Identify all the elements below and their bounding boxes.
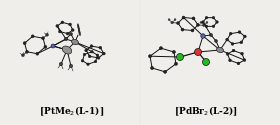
Ellipse shape [226, 52, 229, 55]
Ellipse shape [197, 23, 199, 26]
Ellipse shape [241, 52, 243, 55]
Ellipse shape [228, 59, 231, 62]
Ellipse shape [78, 29, 80, 33]
Ellipse shape [71, 29, 74, 32]
Ellipse shape [91, 50, 93, 53]
Ellipse shape [31, 35, 34, 38]
Ellipse shape [83, 53, 86, 56]
Ellipse shape [240, 41, 243, 44]
Ellipse shape [212, 25, 215, 28]
Ellipse shape [69, 32, 73, 35]
Text: [PtMe$_2$(L-1)]: [PtMe$_2$(L-1)] [39, 104, 104, 118]
Ellipse shape [176, 54, 183, 60]
Ellipse shape [216, 47, 223, 53]
Ellipse shape [176, 22, 179, 25]
Ellipse shape [62, 46, 72, 54]
Ellipse shape [87, 63, 89, 66]
Ellipse shape [159, 47, 162, 50]
Ellipse shape [102, 52, 105, 55]
Ellipse shape [226, 38, 228, 41]
Ellipse shape [66, 32, 69, 35]
Ellipse shape [36, 52, 39, 55]
Ellipse shape [72, 39, 78, 45]
Ellipse shape [59, 62, 63, 66]
Ellipse shape [61, 21, 64, 24]
Ellipse shape [202, 21, 204, 23]
Ellipse shape [79, 32, 81, 36]
Ellipse shape [191, 29, 194, 32]
Ellipse shape [200, 21, 202, 23]
Ellipse shape [171, 21, 173, 24]
Ellipse shape [244, 35, 246, 38]
Ellipse shape [90, 45, 93, 48]
Ellipse shape [81, 59, 84, 62]
Ellipse shape [41, 37, 45, 40]
Text: [PdBr$_2$(L-2)]: [PdBr$_2$(L-2)] [174, 104, 238, 118]
Ellipse shape [182, 16, 185, 19]
Ellipse shape [22, 54, 24, 57]
Ellipse shape [232, 49, 235, 52]
Ellipse shape [96, 54, 99, 57]
Ellipse shape [202, 58, 209, 66]
Ellipse shape [237, 62, 240, 65]
Ellipse shape [78, 28, 80, 31]
Ellipse shape [231, 42, 234, 45]
Ellipse shape [238, 31, 241, 34]
Ellipse shape [78, 25, 79, 28]
Ellipse shape [88, 55, 91, 58]
Ellipse shape [174, 62, 178, 65]
Ellipse shape [206, 21, 208, 23]
Ellipse shape [78, 27, 80, 29]
Ellipse shape [69, 23, 71, 26]
Ellipse shape [168, 19, 170, 21]
Ellipse shape [69, 64, 73, 68]
Ellipse shape [172, 50, 176, 54]
Ellipse shape [151, 66, 154, 70]
Ellipse shape [229, 32, 232, 35]
Ellipse shape [44, 45, 47, 48]
Ellipse shape [192, 17, 195, 20]
Ellipse shape [209, 33, 213, 37]
Ellipse shape [164, 70, 167, 73]
Ellipse shape [79, 31, 80, 34]
Ellipse shape [59, 30, 61, 33]
Ellipse shape [148, 55, 151, 58]
Ellipse shape [23, 42, 26, 45]
Ellipse shape [56, 24, 59, 27]
Ellipse shape [203, 24, 205, 27]
Ellipse shape [205, 16, 208, 19]
Ellipse shape [51, 44, 55, 48]
Ellipse shape [77, 24, 79, 26]
Ellipse shape [174, 19, 176, 21]
Ellipse shape [97, 56, 100, 59]
Ellipse shape [205, 25, 208, 28]
Ellipse shape [195, 48, 202, 56]
Ellipse shape [181, 28, 184, 31]
Ellipse shape [243, 59, 246, 62]
Ellipse shape [25, 50, 29, 53]
Ellipse shape [64, 37, 68, 41]
Ellipse shape [201, 34, 205, 38]
Ellipse shape [46, 33, 48, 36]
Ellipse shape [99, 46, 102, 49]
Ellipse shape [214, 40, 218, 42]
Ellipse shape [85, 49, 88, 52]
Ellipse shape [212, 16, 215, 19]
Ellipse shape [216, 21, 218, 23]
Ellipse shape [94, 60, 97, 63]
